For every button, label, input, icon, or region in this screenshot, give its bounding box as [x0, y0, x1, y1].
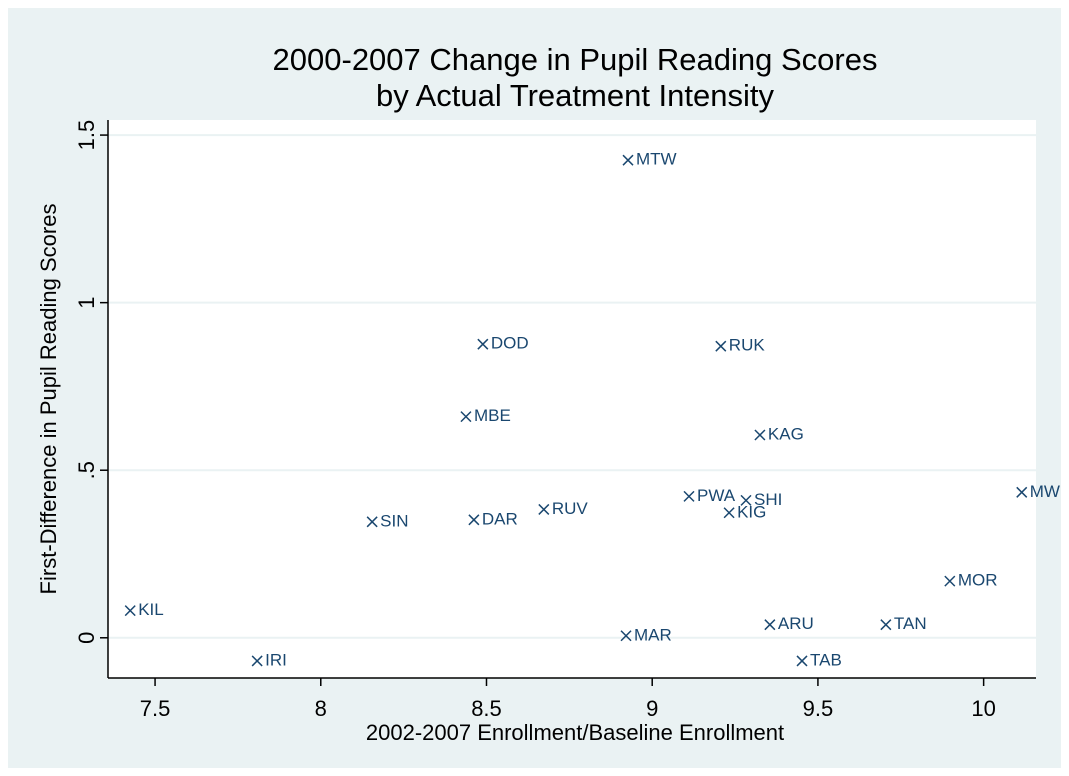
- point: [538, 503, 550, 515]
- point: [715, 340, 727, 352]
- point: [366, 516, 378, 528]
- point-label: MW: [1030, 482, 1060, 501]
- plot-region: [108, 120, 1036, 678]
- x-axis-title: 2002-2007 Enrollment/Baseline Enrollment: [366, 720, 784, 745]
- point: [723, 507, 735, 519]
- point-label: MOR: [958, 571, 998, 590]
- x-tick-label: 10: [971, 696, 995, 721]
- y-axis-title: First-Difference in Pupil Reading Scores: [36, 204, 61, 595]
- point-label: KIG: [737, 502, 766, 521]
- point-label: MTW: [636, 150, 677, 169]
- x-tick-label: 8.5: [471, 696, 502, 721]
- x-tick-label: 9: [646, 696, 658, 721]
- point: [796, 655, 808, 667]
- point: [740, 494, 752, 506]
- point-label: KIL: [138, 600, 164, 619]
- x-tick-label: 8: [315, 696, 327, 721]
- point-label: TAB: [810, 650, 842, 669]
- point: [880, 619, 892, 631]
- point-label: IRI: [265, 650, 287, 669]
- y-tick-label: 0: [74, 632, 99, 644]
- point-label: DAR: [482, 509, 518, 528]
- point-label: SHI: [754, 490, 782, 509]
- point-label: MBE: [474, 406, 511, 425]
- point-label: ARU: [778, 614, 814, 633]
- point-label: SIN: [380, 511, 408, 530]
- x-tick-label: 9.5: [803, 696, 834, 721]
- point: [251, 655, 263, 667]
- y-tick-label: 1.5: [74, 120, 99, 151]
- point: [477, 338, 489, 350]
- chart-title: 2000-2007 Change in Pupil Reading Scores: [273, 42, 878, 77]
- point-label: RUV: [552, 499, 589, 518]
- point: [124, 605, 136, 617]
- point: [1016, 486, 1028, 498]
- point: [683, 490, 695, 502]
- point-label: RUK: [729, 336, 766, 355]
- point-label: TAN: [894, 614, 927, 633]
- y-tick-label: 1: [74, 297, 99, 309]
- point: [764, 619, 776, 631]
- x-tick-label: 7.5: [140, 696, 171, 721]
- chart-title: by Actual Treatment Intensity: [376, 78, 775, 113]
- point: [468, 514, 480, 526]
- point-label: PWA: [697, 486, 736, 505]
- point: [754, 429, 766, 441]
- point: [460, 411, 472, 423]
- point: [622, 154, 634, 166]
- point: [620, 630, 632, 642]
- point-label: DOD: [491, 334, 529, 353]
- point-label: MAR: [634, 625, 672, 644]
- point: [944, 575, 956, 587]
- y-tick-label: .5: [74, 461, 99, 479]
- point-label: KAG: [768, 425, 804, 444]
